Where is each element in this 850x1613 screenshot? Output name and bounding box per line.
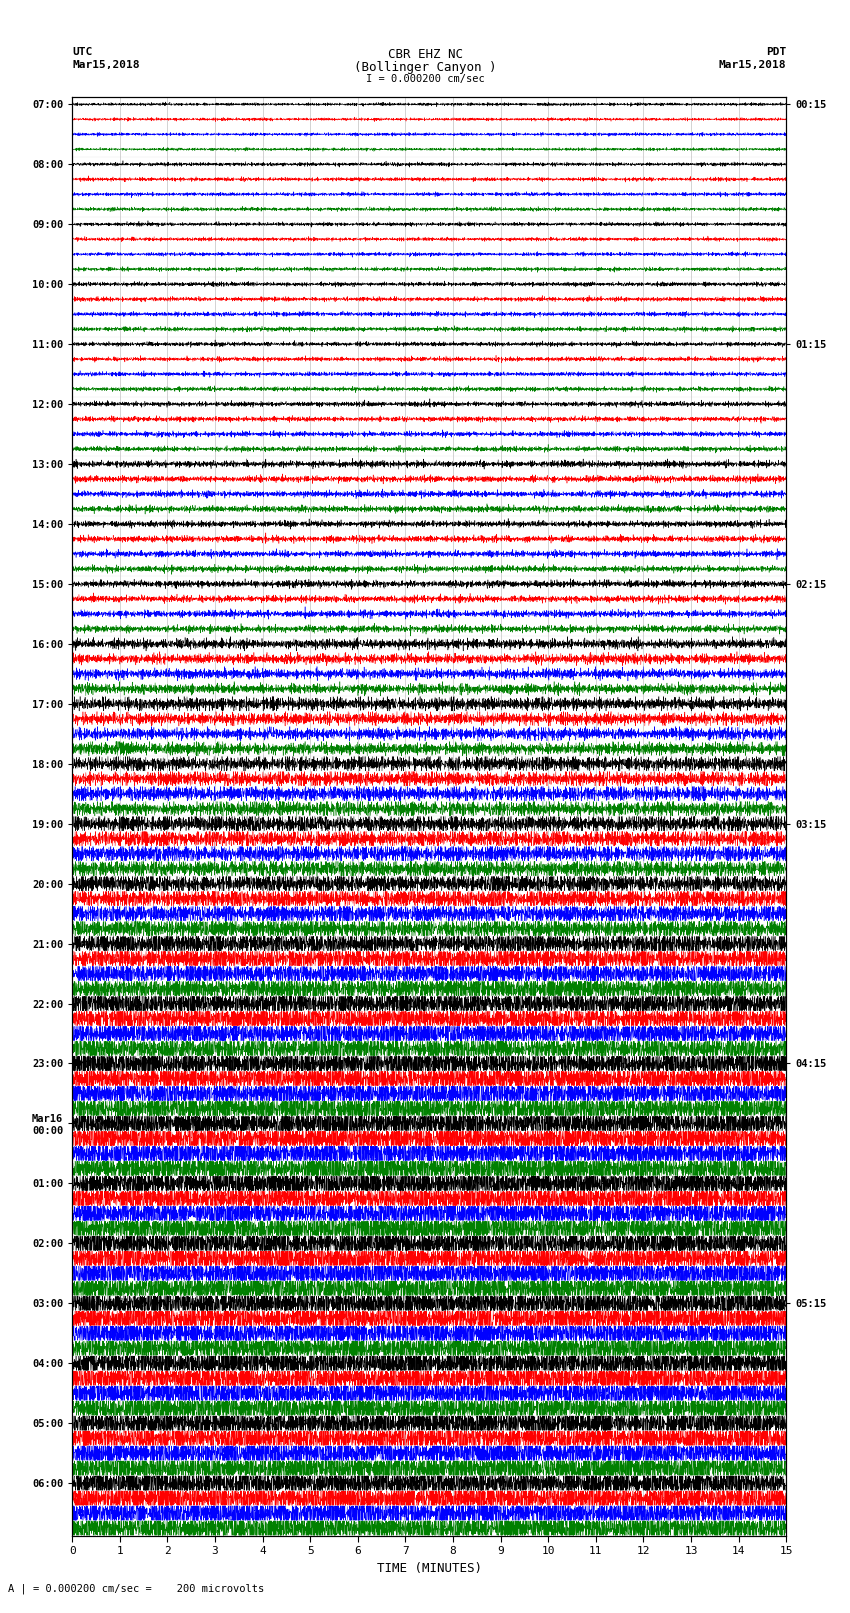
Text: A | = 0.000200 cm/sec =    200 microvolts: A | = 0.000200 cm/sec = 200 microvolts	[8, 1582, 264, 1594]
Text: CBR EHZ NC: CBR EHZ NC	[388, 48, 462, 61]
X-axis label: TIME (MINUTES): TIME (MINUTES)	[377, 1561, 482, 1574]
Text: Mar15,2018: Mar15,2018	[719, 60, 786, 69]
Text: (Bollinger Canyon ): (Bollinger Canyon )	[354, 61, 496, 74]
Text: UTC: UTC	[72, 47, 93, 56]
Text: Mar15,2018: Mar15,2018	[72, 60, 139, 69]
Text: I = 0.000200 cm/sec: I = 0.000200 cm/sec	[366, 74, 484, 84]
Text: PDT: PDT	[766, 47, 786, 56]
